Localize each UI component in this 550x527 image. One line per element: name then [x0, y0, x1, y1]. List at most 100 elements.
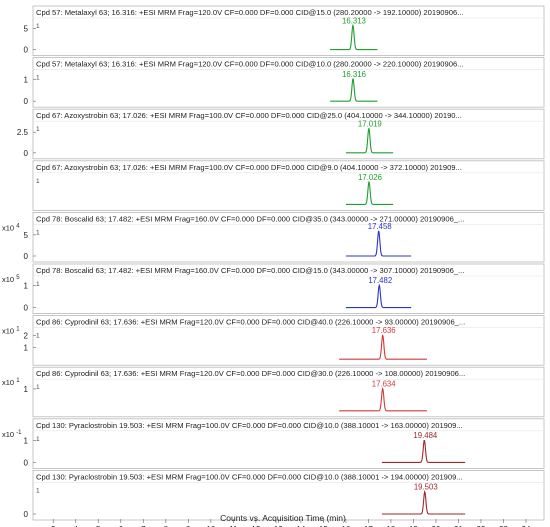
y-tick-label: 5	[24, 231, 29, 240]
panel-corner-label: 1	[36, 436, 40, 443]
chromatogram-panel: Cpd 130: Pyraclostrobin 19.503: +ESI MRM…	[2, 418, 545, 469]
peak-rt-label: 17.636	[372, 326, 396, 335]
chromatogram-panel: Cpd 67: Azoxystrobin 63; 17.026: +ESI MR…	[32, 160, 545, 211]
y-tick-label: 0	[24, 149, 29, 158]
y-tick-label: 0	[24, 510, 29, 519]
peak-rt-label: 17.482	[368, 276, 392, 285]
x-tick-label: 11	[229, 525, 238, 527]
x-tick-label: 7	[141, 525, 146, 527]
panel-title: Cpd 67: Azoxystrobin 63; 17.026: +ESI MR…	[36, 111, 462, 120]
panel-corner-label: 1	[36, 75, 40, 82]
y-scale-factor: x10 4	[2, 223, 20, 232]
y-scale-factor: x10 5	[2, 275, 20, 284]
chromatogram-trace	[330, 78, 378, 102]
panel-corner-label: 1	[36, 384, 40, 391]
chromatogram-trace	[381, 439, 466, 463]
y-scale-factor: x10 -1	[2, 430, 22, 439]
y-tick-label: 1	[24, 436, 29, 445]
x-tick-label: 14	[296, 525, 305, 527]
y-tick-label: 2	[24, 332, 29, 341]
chromatogram-panel: Cpd 67: Azoxystrobin 63; 17.026: +ESI MR…	[17, 108, 545, 160]
peak-rt-label: 16.316	[342, 70, 366, 79]
x-tick-label: 6	[119, 525, 124, 527]
x-tick-label: 21	[454, 525, 463, 527]
y-tick-label: 0	[24, 46, 29, 55]
panel-title: Cpd 130: Pyraclostrobin 19.503: +ESI MRM…	[36, 472, 463, 481]
x-tick-label: 4	[74, 525, 79, 527]
chromatogram-panel: Cpd 57: Metalaxyl 63; 16.316: +ESI MRM F…	[24, 5, 545, 56]
peak-rt-label: 17.458	[368, 222, 392, 231]
y-tick-label: 2.5	[17, 128, 29, 137]
panel-title: Cpd 78: Boscalid 63; 17.482: +ESI MRM Fr…	[36, 214, 464, 223]
chromatogram-panel: Cpd 78: Boscalid 63; 17.482: +ESI MRM Fr…	[2, 263, 545, 314]
panel-frame	[32, 263, 545, 314]
x-tick-label: 22	[477, 525, 486, 527]
panel-frame	[32, 366, 545, 418]
chromatogram-panel: Cpd 78: Boscalid 63; 17.482: +ESI MRM Fr…	[2, 211, 545, 263]
panel-corner-label: 1	[36, 178, 40, 185]
y-tick-label: 0	[24, 304, 29, 313]
chromatogram-panels: Cpd 57: Metalaxyl 63; 16.316: +ESI MRM F…	[2, 5, 545, 521]
panel-corner-label: 1	[36, 333, 40, 340]
chromatogram-trace	[330, 24, 378, 51]
panel-title: Cpd 57: Metalaxyl 63; 16.316: +ESI MRM F…	[36, 60, 464, 69]
chromatogram-trace	[339, 387, 427, 412]
x-tick-label: 13	[274, 525, 283, 527]
y-tick-label: 1	[24, 385, 29, 394]
peak-rt-label: 17.634	[372, 379, 397, 388]
x-tick-label: 20	[431, 525, 440, 527]
y-tick-label: 1	[24, 282, 29, 291]
x-tick-label: 9	[186, 525, 191, 527]
x-tick-label: 15	[319, 525, 328, 527]
panel-title: Cpd 57: Metalaxyl 63; 16.316: +ESI MRM F…	[36, 8, 464, 17]
y-tick-label: 0	[24, 252, 29, 261]
panel-corner-label: 1	[36, 281, 40, 288]
panel-corner-label: 1	[36, 229, 40, 236]
chromatogram-trace	[345, 180, 394, 205]
peak-rt-label: 16.313	[342, 16, 366, 25]
x-tick-label: 18	[386, 525, 395, 527]
x-tick-label: 23	[499, 525, 508, 527]
x-tick-label: 8	[164, 525, 169, 527]
panel-title: Cpd 78: Boscalid 63; 17.482: +ESI MRM Fr…	[36, 266, 464, 275]
panel-frame	[32, 315, 545, 366]
panel-corner-label: 1	[36, 23, 40, 30]
y-tick-label: 5	[24, 24, 29, 33]
panel-title: Cpd 86: Cyprodinil 63; 17.636: +ESI MRM …	[36, 318, 465, 327]
peak-rt-label: 17.019	[358, 120, 382, 129]
x-tick-label: 24	[522, 525, 531, 527]
chromatogram-trace	[345, 230, 412, 257]
chromatogram-panel: Cpd 57: Metalaxyl 63; 16.316: +ESI MRM F…	[24, 57, 545, 108]
chromatogram-trace	[345, 127, 394, 154]
chromatogram-trace	[381, 490, 466, 515]
y-tick-label: 0	[24, 458, 29, 467]
peak-rt-label: 17.026	[358, 173, 382, 182]
chromatogram-panel: Cpd 130: Pyraclostrobin 19.503: +ESI MRM…	[24, 469, 545, 521]
panel-title: Cpd 67: Azoxystrobin 63; 17.026: +ESI MR…	[36, 163, 462, 172]
x-tick-label: 17	[364, 525, 373, 527]
panel-corner-label: 1	[36, 126, 40, 133]
panel-frame	[32, 160, 545, 211]
panel-title: Cpd 130: Pyraclostrobin 19.503: +ESI MRM…	[36, 421, 463, 430]
panel-frame	[32, 108, 545, 160]
x-axis-label: Counts vs. Acquisition Time (min)	[220, 513, 346, 523]
panel-corner-label: 1	[36, 487, 40, 494]
y-scale-factor: x10 1	[2, 378, 20, 387]
y-scale-factor: x10 1	[2, 327, 20, 336]
panel-frame	[32, 469, 545, 521]
x-tick-label: 12	[251, 525, 260, 527]
panel-title: Cpd 86: Cyprodinil 63; 17.636: +ESI MRM …	[36, 369, 465, 378]
x-tick-label: 3	[51, 525, 56, 527]
y-tick-label: 1	[24, 343, 29, 352]
x-tick-label: 16	[341, 525, 350, 527]
chromatogram-trace	[345, 283, 412, 309]
chromatogram-panel: Cpd 86: Cyprodinil 63; 17.636: +ESI MRM …	[2, 366, 545, 418]
x-tick-label: 10	[206, 525, 215, 527]
panel-frame	[32, 418, 545, 469]
peak-rt-label: 19.503	[414, 483, 438, 492]
x-tick-label: 19	[409, 525, 418, 527]
y-tick-label: 0	[24, 97, 29, 106]
chromatogram-panel: Cpd 86: Cyprodinil 63; 17.636: +ESI MRM …	[2, 315, 545, 366]
panel-frame	[32, 57, 545, 108]
